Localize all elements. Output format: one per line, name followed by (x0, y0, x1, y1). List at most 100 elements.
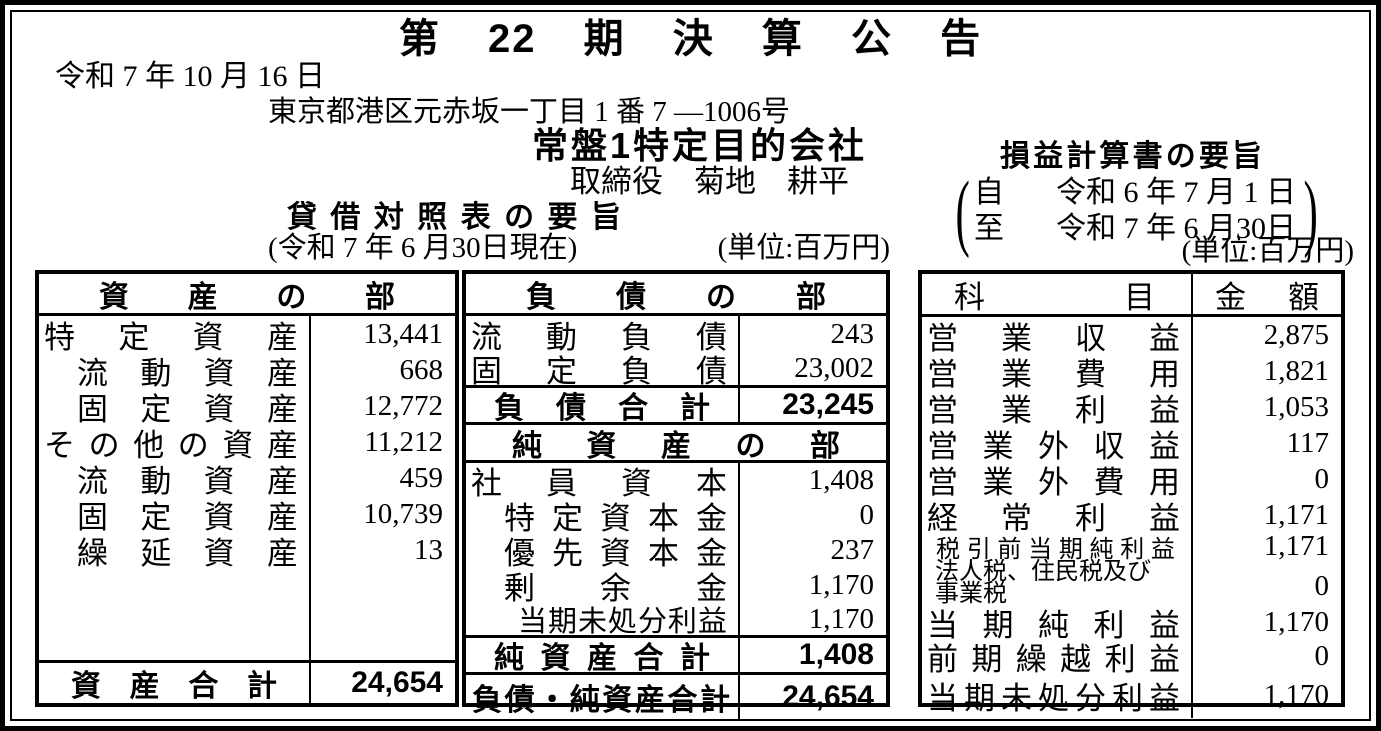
officer-name: 取締役 菊地 耕平 (570, 164, 849, 199)
page-title: 第 22 期 決 算 公 告 (398, 17, 983, 61)
row-value: 668 (399, 353, 444, 386)
table-row: 流動負債 243 (466, 316, 886, 355)
page-inner-frame (10, 10, 1371, 721)
table-row: 固定負債 23,002 (466, 352, 886, 389)
close-paren: ) (1303, 163, 1318, 259)
table-row: その他の資産 11,212 (39, 424, 455, 463)
table-row: 当期未処分利益 1,170 (922, 673, 1341, 718)
row-value: 2,875 (1263, 318, 1329, 351)
row-value: 1,170 (808, 602, 874, 635)
row-value: 10,739 (363, 497, 443, 530)
table-spacer (39, 568, 455, 660)
table-row: 流動資産 459 (39, 460, 455, 499)
row-label: 固定負債 (466, 352, 740, 389)
row-label: 優先資本金 (466, 533, 740, 571)
row-label: 当期未処分利益 (922, 673, 1193, 718)
row-value: 23,002 (794, 352, 874, 384)
company-address: 東京都港区元赤坂一丁目 1 番 7 —1006号 (268, 96, 791, 128)
income-statement-table: 科目 金額 営業収益 2,875 営業費用 1,821 営業利益 1,053 営… (918, 270, 1345, 718)
row-label: 営業外収益 (922, 425, 1193, 464)
total-value: 23,245 (782, 388, 874, 421)
total-label: 資産合計 (39, 663, 311, 703)
row-label: 営業収益 (922, 317, 1193, 356)
assets-section-header: 資産の部 (39, 274, 455, 316)
row-label: 営業利益 (922, 389, 1193, 428)
open-paren: ( (955, 163, 970, 259)
period-from-date: 令和 6 年 7 月 1 日 (1056, 176, 1296, 209)
table-row: 営業利益 1,053 (922, 389, 1341, 428)
table-row: 前期繰越利益 0 (922, 639, 1341, 677)
table-row: 税引前当期純利益 1,171 (922, 530, 1341, 563)
row-value: 0 (1314, 639, 1330, 672)
column-header-item: 科目 (922, 274, 1193, 315)
row-value: 0 (1314, 570, 1330, 602)
row-label: 社員資本 (466, 463, 740, 501)
row-value: 11,212 (364, 425, 443, 458)
row-label: 法人税、住民税及び事業税 (922, 560, 1193, 606)
table-row: 営業外費用 0 (922, 461, 1341, 500)
row-label: 固定資産 (39, 496, 311, 535)
row-value: 13 (414, 533, 443, 566)
table-row: 法人税、住民税及び事業税 0 (922, 560, 1341, 606)
net-assets-total-row: 純資産合計 1,408 (466, 635, 886, 675)
announcement-date: 令和 7 年 10 月 16 日 (55, 60, 325, 93)
table-row: 社員資本 1,408 (466, 463, 886, 501)
company-name: 常盤1特定目的会社 (532, 125, 868, 166)
grand-total-label: 負債・純資産合計 (466, 675, 740, 719)
column-header-amount: 金額 (1215, 279, 1319, 315)
period-to: 至 令和 7 年 6 月30日 (974, 211, 1296, 247)
table-row: 営業外収益 117 (922, 425, 1341, 464)
row-value: 1,170 (808, 569, 874, 601)
income-statement-heading: 損益計算書の要旨 (1000, 139, 1262, 173)
row-value: 1,170 (1263, 605, 1329, 638)
row-label: その他の資産 (39, 424, 311, 463)
row-label: 流動資産 (39, 352, 311, 391)
net-assets-section-header: 純資産の部 (466, 425, 886, 463)
grand-total-value: 24,654 (782, 680, 874, 713)
row-label: 営業費用 (922, 353, 1193, 392)
row-label: 特定資本金 (466, 498, 740, 536)
row-value: 237 (830, 534, 875, 566)
row-label: 剰余金 (466, 568, 740, 606)
row-label: 流動資産 (39, 460, 311, 499)
income-statement-column-header: 科目 金額 (922, 274, 1341, 317)
table-row: 固定資産 12,772 (39, 388, 455, 427)
period-from: 自 令和 6 年 7 月 1 日 (974, 175, 1296, 211)
total-value: 1,408 (798, 638, 874, 671)
row-label: 当期未処分利益 (466, 603, 740, 638)
table-row: 営業費用 1,821 (922, 353, 1341, 392)
row-value: 1,053 (1263, 390, 1329, 423)
row-value: 1,408 (808, 464, 874, 496)
table-row: 固定資産 10,739 (39, 496, 455, 535)
row-label: 固定資産 (39, 388, 311, 427)
balance-sheet-subline: (令和 7 年 6 月30日現在) (単位:百万円) (268, 231, 890, 265)
period-from-prefix: 自 (974, 176, 1004, 209)
row-label: 特定資産 (39, 316, 311, 355)
total-value: 24,654 (351, 666, 443, 699)
table-row: 剰余金 1,170 (466, 568, 886, 606)
row-value: 13,441 (363, 317, 443, 350)
row-value: 459 (399, 461, 444, 494)
balance-sheet-heading: 貸借対照表の要旨 (287, 201, 621, 234)
total-label: 負債合計 (466, 388, 740, 425)
assets-total-row: 資産合計 24,654 (39, 660, 455, 703)
row-label: 流動負債 (466, 316, 740, 355)
liabilities-section-header: 負債の部 (466, 274, 886, 316)
table-row: 当期純利益 1,170 (922, 605, 1341, 643)
row-value: 243 (830, 317, 875, 350)
liabilities-table: 負債の部 流動負債 243 固定負債 23,002 負債合計 23,245 純資… (462, 270, 890, 719)
row-value: 117 (1286, 426, 1329, 459)
table-row: 流動資産 668 (39, 352, 455, 391)
row-value: 0 (859, 499, 875, 531)
row-value: 1,170 (1263, 679, 1329, 711)
table-row: 優先資本金 237 (466, 533, 886, 571)
total-label: 純資産合計 (466, 638, 740, 675)
row-value: 0 (1314, 462, 1330, 495)
balance-sheet-asof: (令和 7 年 6 月30日現在) (268, 232, 578, 264)
row-label: 繰延資産 (39, 532, 311, 571)
assets-table: 資産の部 特定資産 13,441 流動資産 668 固定資産 12,772 その… (35, 270, 459, 707)
row-value: 1,171 (1263, 498, 1329, 531)
row-label: 当期純利益 (922, 605, 1193, 643)
liabilities-total-row: 負債合計 23,245 (466, 385, 886, 425)
